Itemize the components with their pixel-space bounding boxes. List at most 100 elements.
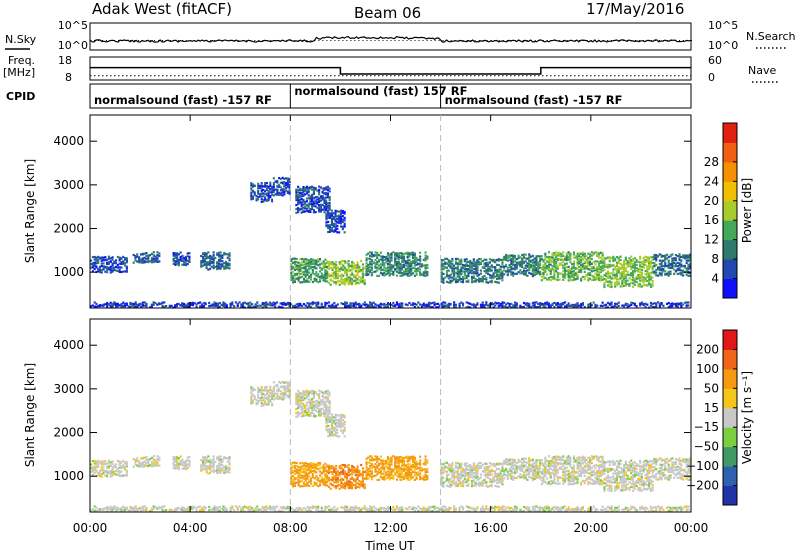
power-echo-cell xyxy=(537,303,539,305)
power-echo-cell xyxy=(668,271,670,273)
power-echo-cell xyxy=(503,269,505,271)
velocity-echo-cell xyxy=(357,478,359,480)
velocity-echo-cell xyxy=(147,463,149,465)
power-echo-cell xyxy=(471,276,473,278)
nsearch-label: N.Search xyxy=(746,30,796,43)
power-echo-cell xyxy=(462,267,464,269)
velocity-echo-cell xyxy=(106,475,108,477)
power-echo-cell xyxy=(317,258,319,260)
power-echo-cell xyxy=(457,258,459,260)
power-echo-cell xyxy=(662,265,664,267)
power-echo-cell xyxy=(623,273,625,275)
velocity-echo-cell xyxy=(99,470,101,472)
velocity-echo-cell xyxy=(200,464,202,466)
power-echo-cell xyxy=(510,268,512,270)
power-echo-cell xyxy=(342,260,344,262)
power-echo-cell xyxy=(385,273,387,275)
power-echo-cell xyxy=(634,270,636,272)
power-echo-cell xyxy=(340,215,342,217)
power-echo-cell xyxy=(285,303,287,305)
power-echo-cell xyxy=(332,269,334,271)
power-echo-cell xyxy=(634,268,636,270)
power-echo-cell xyxy=(337,273,339,275)
colorbar-tick-label: 4 xyxy=(711,272,719,286)
power-echo-cell xyxy=(639,303,641,305)
power-echo-cell xyxy=(295,208,297,210)
velocity-echo-cell xyxy=(299,462,301,464)
power-echo-cell xyxy=(523,270,525,272)
velocity-echo-cell xyxy=(315,482,317,484)
power-echo-cell xyxy=(165,305,167,307)
power-echo-cell xyxy=(305,305,307,307)
velocity-echo-cell xyxy=(362,477,364,479)
power-echo-cell xyxy=(646,258,648,260)
power-echo-cell xyxy=(155,260,157,262)
power-echo-cell xyxy=(484,278,486,280)
power-echo-cell xyxy=(326,275,328,277)
power-echo-cell xyxy=(408,302,410,304)
power-echo-cell xyxy=(448,270,450,272)
power-echo-cell xyxy=(227,253,229,255)
power-echo-cell xyxy=(92,304,94,306)
power-echo-cell xyxy=(575,278,577,280)
power-echo-cell xyxy=(607,302,609,304)
velocity-echo-cell xyxy=(362,474,364,476)
power-echo-cell xyxy=(586,261,588,263)
power-echo-cell xyxy=(324,272,326,274)
velocity-echo-cell xyxy=(115,473,117,475)
power-echo-cell xyxy=(648,280,650,282)
velocity-echo-cell xyxy=(312,470,314,472)
power-echo-cell xyxy=(209,260,211,262)
power-echo-cell xyxy=(301,305,303,307)
power-echo-cell xyxy=(257,183,259,185)
power-echo-cell xyxy=(578,262,580,264)
power-echo-cell xyxy=(321,268,323,270)
power-echo-cell xyxy=(652,268,654,270)
noise-trace xyxy=(90,37,692,43)
velocity-echo-cell xyxy=(269,395,271,397)
power-echo-cell xyxy=(645,280,647,282)
power-echo-cell xyxy=(548,251,550,253)
velocity-echo-cell xyxy=(155,462,157,464)
power-echo-cell xyxy=(342,269,344,271)
power-echo-cell xyxy=(328,305,330,307)
power-echo-cell xyxy=(611,277,613,279)
power-echo-cell xyxy=(637,283,639,285)
power-echo-cell xyxy=(373,261,375,263)
power-echo-cell xyxy=(306,262,308,264)
power-echo-cell xyxy=(273,186,275,188)
power-echo-cell xyxy=(646,280,648,282)
power-echo-cell xyxy=(325,221,327,223)
power-echo-cell xyxy=(333,223,335,225)
power-echo-cell xyxy=(214,257,216,259)
power-echo-cell xyxy=(264,182,266,184)
power-echo-cell xyxy=(257,190,259,192)
power-echo-cell xyxy=(95,265,97,267)
power-echo-cell xyxy=(523,256,525,258)
power-echo-cell xyxy=(389,253,391,255)
power-echo-cell xyxy=(378,259,380,261)
power-echo-cell xyxy=(426,264,428,266)
power-echo-cell xyxy=(569,279,571,281)
power-echo-cell xyxy=(140,258,142,260)
power-echo-cell xyxy=(553,261,555,263)
power-echo-cell xyxy=(566,270,568,272)
velocity-echo-cell xyxy=(325,428,327,430)
beam-title: Beam 06 xyxy=(354,4,421,22)
power-echo-cell xyxy=(396,303,398,305)
power-echo-cell xyxy=(459,277,461,279)
power-echo-cell xyxy=(560,273,562,275)
power-echo-cell xyxy=(593,266,595,268)
power-echo-cell xyxy=(628,283,630,285)
velocity-echo-cell xyxy=(327,428,329,430)
power-echo-cell xyxy=(221,265,223,267)
power-echo-cell xyxy=(362,303,364,305)
velocity-echo-region xyxy=(295,390,330,418)
power-echo-cell xyxy=(628,305,630,307)
power-echo-cell xyxy=(351,272,353,274)
power-echo-cell xyxy=(329,214,331,216)
power-echo-cell xyxy=(680,264,682,266)
power-echo-cell xyxy=(671,302,673,304)
power-echo-cell xyxy=(457,279,459,281)
power-echo-cell xyxy=(577,277,579,279)
